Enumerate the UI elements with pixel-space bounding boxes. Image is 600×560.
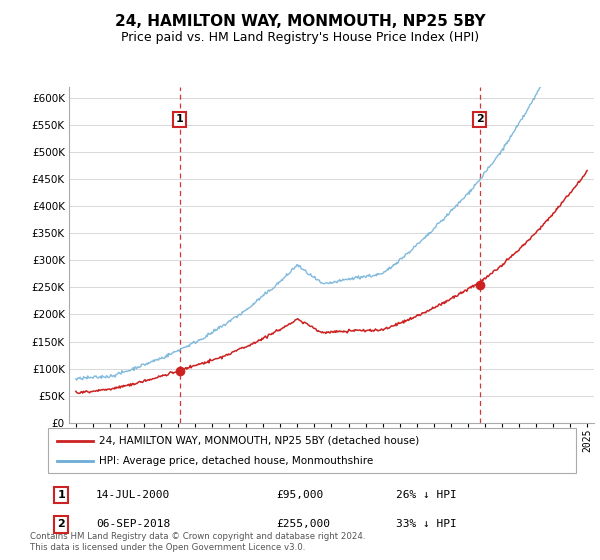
Text: 06-SEP-2018: 06-SEP-2018 <box>96 520 170 530</box>
Text: 24, HAMILTON WAY, MONMOUTH, NP25 5BY: 24, HAMILTON WAY, MONMOUTH, NP25 5BY <box>115 14 485 29</box>
Text: 2: 2 <box>476 114 484 124</box>
Text: Contains HM Land Registry data © Crown copyright and database right 2024.
This d: Contains HM Land Registry data © Crown c… <box>30 532 365 552</box>
Text: 1: 1 <box>176 114 184 124</box>
Text: 33% ↓ HPI: 33% ↓ HPI <box>396 520 457 530</box>
Text: 26% ↓ HPI: 26% ↓ HPI <box>396 490 457 500</box>
Text: 14-JUL-2000: 14-JUL-2000 <box>96 490 170 500</box>
Text: 24, HAMILTON WAY, MONMOUTH, NP25 5BY (detached house): 24, HAMILTON WAY, MONMOUTH, NP25 5BY (de… <box>99 436 419 446</box>
Text: HPI: Average price, detached house, Monmouthshire: HPI: Average price, detached house, Monm… <box>99 456 373 466</box>
Text: Price paid vs. HM Land Registry's House Price Index (HPI): Price paid vs. HM Land Registry's House … <box>121 31 479 44</box>
Text: £255,000: £255,000 <box>276 520 330 530</box>
Text: 2: 2 <box>58 520 65 530</box>
Text: 1: 1 <box>58 490 65 500</box>
Text: £95,000: £95,000 <box>276 490 323 500</box>
